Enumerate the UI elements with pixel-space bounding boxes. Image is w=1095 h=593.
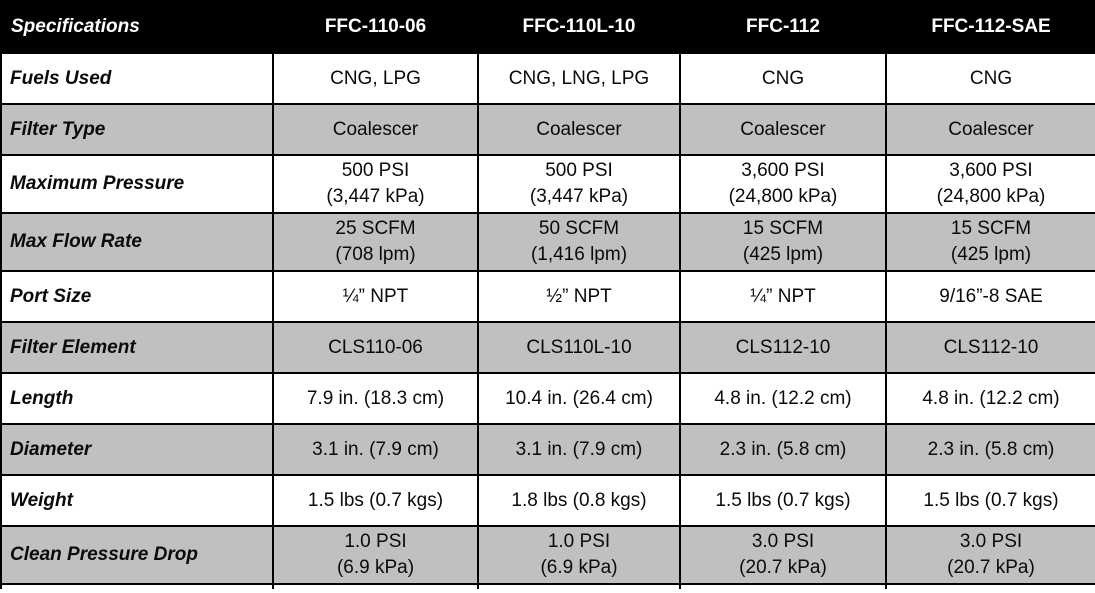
row-maximum-pressure: Maximum Pressure 500 PSI (3,447 kPa) 500… [0,154,1095,214]
cell: 25 SCFM (708 lpm) [272,212,479,272]
header-row: Specifications FFC-110-06 FFC-110L-10 FF… [0,0,1095,54]
cell: CNG, LPG [272,52,479,105]
cell: 3,600 PSI (24,800 kPa) [885,154,1095,214]
cell: 10.4 in. (26.4 cm) [477,372,681,425]
row-label: Max Flow Rate [0,212,274,272]
cell: 500 PSI (3,447 kPa) [272,154,479,214]
cell: 3.1 in. (7.9 cm) [272,423,479,476]
cell: 500 PSI (3,447 kPa) [477,154,681,214]
cell: CLS112-10 [885,321,1095,374]
cell: 1.8 lbs (0.8 kgs) [477,474,681,527]
cell: 3,600 PSI (24,800 kPa) [679,154,887,214]
cell: Coalescer [477,103,681,156]
cell: 50 SCFM (1,416 lpm) [477,212,681,272]
cell: 1.5 lbs (0.7 kgs) [885,474,1095,527]
cell: 1.0 PSI (6.9 kPa) [272,525,479,585]
row-label: Filter Element [0,321,274,374]
header-col-ffc-112: FFC-112 [679,0,887,54]
cell: CLS110L-10 [477,321,681,374]
cell: 3.0 PSI (20.7 kPa) [885,525,1095,585]
row-diameter: Diameter 3.1 in. (7.9 cm) 3.1 in. (7.9 c… [0,423,1095,476]
cell: Coalescer [885,103,1095,156]
row-fuels-used: Fuels Used CNG, LPG CNG, LNG, LPG CNG CN… [0,52,1095,105]
row-filter-element: Filter Element CLS110-06 CLS110L-10 CLS1… [0,321,1095,374]
header-col-ffc-110-06: FFC-110-06 [272,0,479,54]
cutoff-row [0,583,1095,589]
cell: CNG [885,52,1095,105]
cell: 3.0 PSI (20.7 kPa) [679,525,887,585]
cell: 4.8 in. (12.2 cm) [885,372,1095,425]
cell: 2.3 in. (5.8 cm) [679,423,887,476]
row-label: Maximum Pressure [0,154,274,214]
row-label: Clean Pressure Drop [0,525,274,585]
cell: 15 SCFM (425 lpm) [679,212,887,272]
cell: 2.3 in. (5.8 cm) [885,423,1095,476]
row-label: Weight [0,474,274,527]
header-col-ffc-110l-10: FFC-110L-10 [477,0,681,54]
cell: 1.5 lbs (0.7 kgs) [679,474,887,527]
row-weight: Weight 1.5 lbs (0.7 kgs) 1.8 lbs (0.8 kg… [0,474,1095,527]
cell: 4.8 in. (12.2 cm) [679,372,887,425]
cell: CNG, LNG, LPG [477,52,681,105]
row-clean-pressure-drop: Clean Pressure Drop 1.0 PSI (6.9 kPa) 1.… [0,525,1095,585]
row-label: Length [0,372,274,425]
row-label: Fuels Used [0,52,274,105]
cell: 9/16”-8 SAE [885,270,1095,323]
row-label: Filter Type [0,103,274,156]
cell: 15 SCFM (425 lpm) [885,212,1095,272]
row-label: Port Size [0,270,274,323]
cell: Coalescer [679,103,887,156]
cell: CNG [679,52,887,105]
cell: 7.9 in. (18.3 cm) [272,372,479,425]
row-port-size: Port Size ¼” NPT ½” NPT ¼” NPT 9/16”-8 S… [0,270,1095,323]
cell: 1.5 lbs (0.7 kgs) [272,474,479,527]
cell: ¼” NPT [272,270,479,323]
cell: ½” NPT [477,270,681,323]
row-filter-type: Filter Type Coalescer Coalescer Coalesce… [0,103,1095,156]
header-col-ffc-112-sae: FFC-112-SAE [885,0,1095,54]
row-label: Diameter [0,423,274,476]
cell: CLS112-10 [679,321,887,374]
row-length: Length 7.9 in. (18.3 cm) 10.4 in. (26.4 … [0,372,1095,425]
cell: Coalescer [272,103,479,156]
cell: 1.0 PSI (6.9 kPa) [477,525,681,585]
row-max-flow-rate: Max Flow Rate 25 SCFM (708 lpm) 50 SCFM … [0,212,1095,272]
cell: CLS110-06 [272,321,479,374]
cell: 3.1 in. (7.9 cm) [477,423,681,476]
cell: ¼” NPT [679,270,887,323]
header-specifications: Specifications [0,0,274,54]
